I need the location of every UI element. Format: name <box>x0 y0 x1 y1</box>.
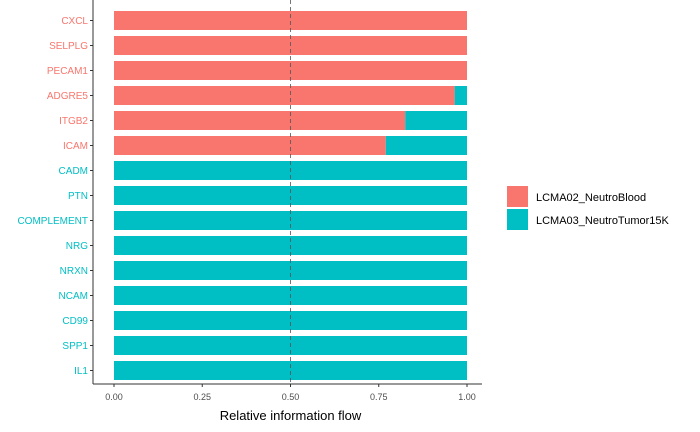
bar-itgb2-series-1 <box>114 111 406 130</box>
x-tick-label: 1.00 <box>458 392 476 402</box>
bar-icam-series-1 <box>114 136 386 155</box>
y-label-nrxn: NRXN <box>60 266 88 277</box>
legend-key-1 <box>507 186 528 207</box>
y-label-il1: IL1 <box>74 366 88 377</box>
x-tick-label: 0.75 <box>370 392 388 402</box>
bar-cd99-series-2 <box>114 311 467 330</box>
bar-il1-series-2 <box>114 361 467 380</box>
bar-cxcl-series-1 <box>114 11 467 30</box>
legend: LCMA02_NeutroBlood LCMA03_NeutroTumor15K <box>507 186 670 230</box>
bar-ptn-series-2 <box>114 186 467 205</box>
y-label-spp1: SPP1 <box>62 341 88 352</box>
y-label-cxcl: CXCL <box>61 16 88 27</box>
y-label-cadm: CADM <box>59 166 88 177</box>
x-tick-label: 0.50 <box>282 392 300 402</box>
x-tick-label: 0.00 <box>105 392 123 402</box>
bar-adgre5-series-2 <box>454 86 467 105</box>
y-label-ncam: NCAM <box>59 291 88 302</box>
y-label-ptn: PTN <box>68 191 88 202</box>
legend-key-2 <box>507 209 528 230</box>
y-label-itgb2: ITGB2 <box>59 116 88 127</box>
y-label-complement: COMPLEMENT <box>17 216 88 227</box>
bar-icam-series-2 <box>385 136 467 155</box>
y-label-adgre5: ADGRE5 <box>47 91 89 102</box>
legend-label-1: LCMA02_NeutroBlood <box>536 192 646 204</box>
bar-nrxn-series-2 <box>114 261 467 280</box>
bar-adgre5-series-1 <box>114 86 455 105</box>
y-label-pecam1: PECAM1 <box>47 66 89 77</box>
y-axis-labels: CXCL SELPLG PECAM1 ADGRE5 ITGB2 ICAM CADM PTN CO… <box>17 16 93 377</box>
y-label-icam: ICAM <box>63 141 88 152</box>
y-label-cd99: CD99 <box>62 316 88 327</box>
y-label-nrg: NRG <box>66 241 88 252</box>
x-axis-title: Relative information flow <box>220 408 362 423</box>
bar-itgb2-series-2 <box>405 111 467 130</box>
bars-layer <box>114 11 467 380</box>
x-tick-label: 0.25 <box>193 392 211 402</box>
y-label-selplg: SELPLG <box>49 41 88 52</box>
legend-label-2: LCMA03_NeutroTumor15K <box>536 215 670 227</box>
x-axis-ticks: 0.00 0.25 0.50 0.75 1.00 <box>105 384 476 402</box>
